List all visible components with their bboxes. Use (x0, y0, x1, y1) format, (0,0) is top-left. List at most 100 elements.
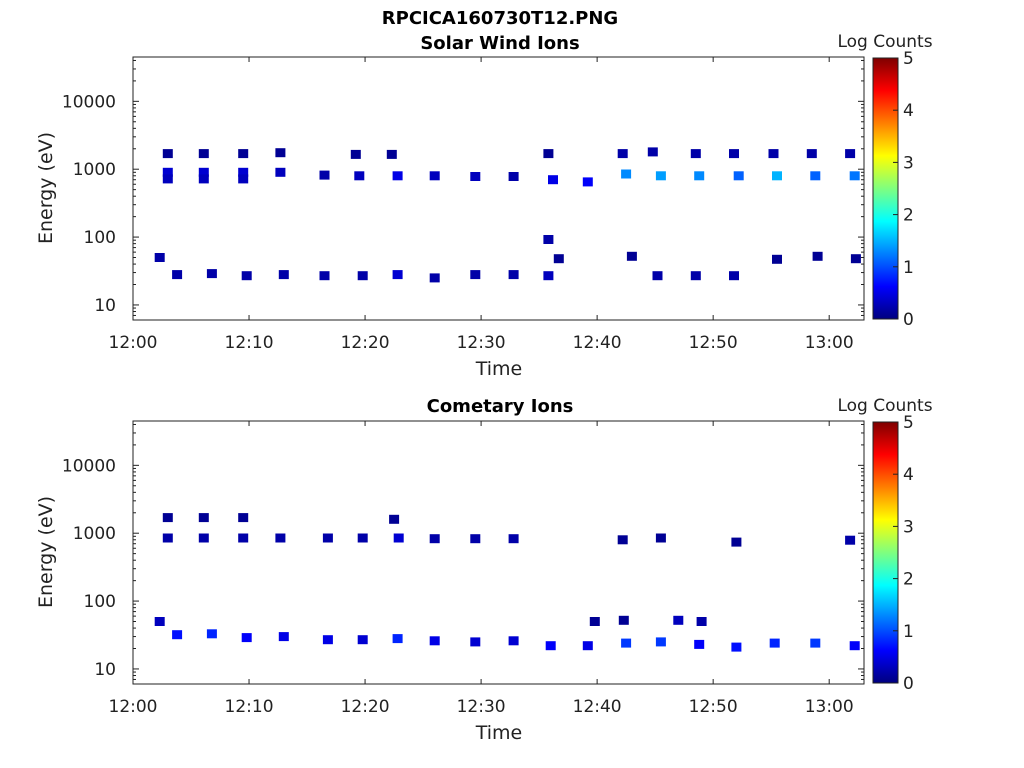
heatmap-cell (582, 641, 593, 651)
heatmap-cell (429, 534, 440, 544)
heatmap-cell (582, 177, 593, 187)
heatmap-cell (241, 633, 252, 643)
colorbar-tick-label: 1 (903, 622, 914, 642)
colorbar-tick-label: 5 (903, 413, 914, 433)
heatmap-cell (198, 513, 209, 523)
heatmap-cell (731, 642, 742, 652)
heatmap-cell (392, 634, 403, 644)
heatmap-cell (655, 533, 666, 543)
colorbar-tick-label: 5 (903, 49, 914, 69)
x-tick-label: 13:00 (805, 333, 854, 353)
heatmap-cell (621, 638, 632, 648)
heatmap-cell (206, 629, 217, 639)
x-tick-label: 12:20 (341, 333, 390, 353)
heatmap-cell (172, 630, 183, 640)
colorbar-tick-label: 3 (903, 153, 914, 173)
heatmap-cell (278, 632, 289, 642)
colorbar-ticks-cometary: 0 1 2 3 4 5 (893, 413, 914, 694)
heatmap-cell (386, 149, 397, 159)
heatmap-cell (690, 271, 701, 281)
heatmap-cell (238, 174, 249, 184)
x-tick-label: 12:50 (689, 333, 738, 353)
heatmap-cell (845, 535, 856, 545)
y-axis-label-cometary: Energy (eV) (35, 496, 57, 608)
heatmap-cell (729, 149, 739, 159)
heatmap-cell (275, 148, 286, 158)
heatmap-cell (508, 270, 519, 280)
y-axis-label-solar-wind: Energy (eV) (35, 132, 57, 244)
heatmap-cell (238, 149, 249, 159)
heatmap-cell (162, 174, 173, 184)
x-tick-label: 12:00 (109, 333, 158, 353)
y-tick-label: 1000 (73, 524, 116, 544)
heatmap-cell (690, 149, 701, 159)
heatmap-cell (429, 273, 440, 283)
heatmap-cell (543, 149, 554, 159)
colorbar-tick-label: 4 (903, 101, 914, 121)
heatmap-cell (162, 533, 173, 543)
colorbar-tick-label: 4 (903, 465, 914, 485)
heatmap-cell (198, 174, 209, 184)
heatmap-cell (357, 271, 368, 281)
heatmap-cell (206, 269, 217, 279)
heatmap-cell (470, 637, 481, 647)
heatmap-cell (198, 149, 209, 159)
colorbar-tick-label: 2 (903, 206, 914, 226)
heatmap-cell (357, 635, 368, 645)
y-axis-solar-wind: 10 100 1000 10000 (62, 59, 864, 321)
heatmap-cell (238, 533, 249, 543)
x-tick-label: 12:10 (225, 697, 274, 717)
heatmap-cell (322, 635, 333, 645)
heatmap-cell (810, 638, 821, 648)
heatmap-cell (470, 270, 481, 280)
heatmap-cell (172, 270, 183, 280)
heatmap-cell (617, 535, 628, 545)
x-tick-label: 12:00 (109, 697, 158, 717)
colorbar-tick-label: 0 (903, 310, 914, 330)
heatmap-cell (655, 637, 666, 647)
colorbar-solar-wind (872, 57, 899, 320)
heatmap-cell (162, 513, 173, 523)
heatmap-cell (238, 167, 249, 177)
x-axis-cometary: 12:00 12:10 12:20 12:30 12:40 12:50 13:00 (109, 421, 854, 717)
y-tick-label: 100 (84, 228, 116, 248)
cometary-panel: Cometary Ions 12:00 12:10 12:20 12:30 12:40 1… (35, 396, 933, 744)
heatmap-cells-cometary (154, 513, 860, 652)
heatmap-cell (621, 169, 632, 179)
heatmap-cell (275, 167, 286, 177)
heatmap-cell (553, 254, 564, 264)
heatmap-cell (545, 641, 556, 651)
heatmap-cell (275, 533, 286, 543)
x-tick-label: 13:00 (805, 697, 854, 717)
heatmap-cell (319, 271, 330, 281)
colorbar-tick-label: 0 (903, 674, 914, 694)
y-tick-label: 1000 (73, 160, 116, 180)
heatmap-cell (241, 271, 252, 281)
x-axis-label-solar-wind: Time (475, 358, 523, 380)
heatmap-cell (768, 149, 779, 159)
heatmap-cell (731, 537, 742, 547)
heatmap-cell (393, 533, 404, 543)
plot-frame-solar-wind (132, 56, 865, 321)
heatmap-cell (357, 533, 368, 543)
heatmap-cell (850, 254, 861, 264)
heatmap-cell (543, 235, 554, 244)
heatmap-cell (198, 167, 209, 177)
heatmap-cell (694, 171, 705, 181)
colorbar-ticks-solar-wind: 0 1 2 3 4 5 (893, 49, 914, 330)
heatmap-cell (618, 615, 629, 625)
panel-title-solar-wind: Solar Wind Ions (420, 33, 579, 54)
heatmap-cell (322, 533, 333, 543)
heatmap-cell (845, 149, 856, 159)
heatmap-cell (198, 533, 209, 543)
heatmap-cell (548, 175, 558, 185)
x-axis-solar-wind: 12:00 12:10 12:20 12:30 12:40 12:50 13:00 (109, 57, 854, 353)
heatmap-cell (652, 271, 663, 281)
heatmap-cell (812, 251, 823, 261)
heatmap-cell (389, 514, 400, 524)
heatmap-cell (673, 615, 684, 625)
heatmap-cell (429, 171, 440, 181)
heatmap-cell (162, 149, 173, 159)
heatmap-cell (392, 171, 403, 181)
x-tick-label: 12:30 (457, 333, 506, 353)
